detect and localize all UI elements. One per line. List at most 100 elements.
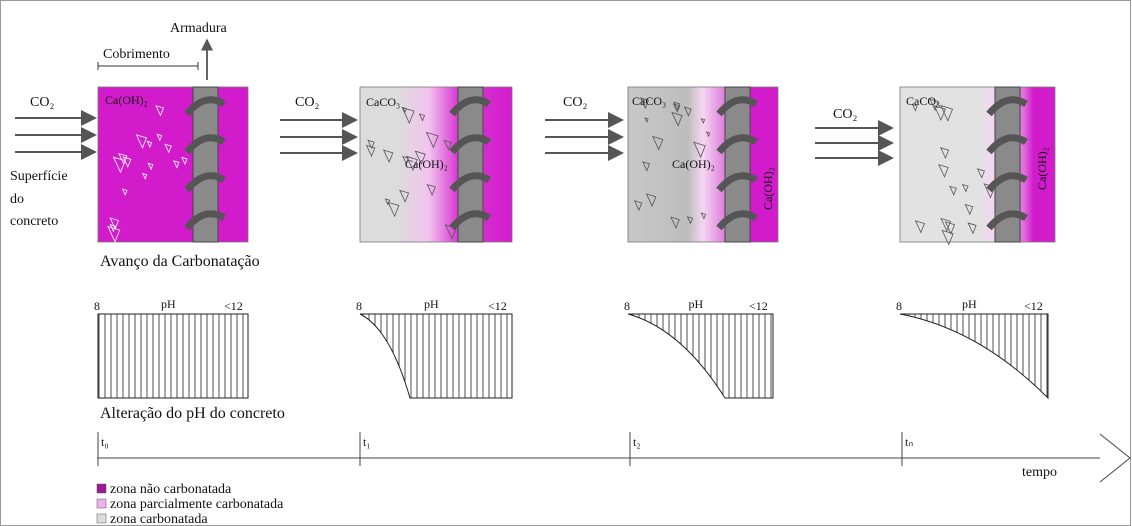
ph-title: pH: [962, 297, 977, 311]
aggregate: [367, 139, 375, 150]
aggregate: [693, 141, 706, 159]
legend-swatch: [96, 483, 107, 494]
rebar-spiral: [716, 172, 758, 193]
aggregate: [418, 113, 426, 122]
ph-min: 8: [356, 299, 362, 313]
aggregate: [914, 220, 925, 234]
compound-label: Ca(OH)₂: [672, 157, 715, 171]
aggregate: [147, 162, 154, 171]
aggregate: [933, 105, 946, 122]
aggregate: [121, 188, 128, 196]
co2-label: CO₂: [30, 95, 54, 110]
rebar-spiral: [184, 96, 226, 117]
aggregate: [670, 216, 680, 229]
ph-max: <12: [1024, 299, 1043, 313]
aggregate: [401, 106, 415, 125]
aggregate: [109, 217, 120, 230]
time-label: t₂: [633, 435, 641, 449]
aggregate: [181, 156, 188, 166]
aggregate: [414, 150, 426, 166]
legend-label: zona carbonatada: [110, 512, 208, 526]
bracket: [97, 62, 199, 70]
rebar-spiral: [986, 96, 1028, 117]
rebar-spiral: [449, 134, 491, 155]
aggregate: [382, 149, 394, 164]
ph-min: 8: [896, 299, 902, 313]
aggregate: [700, 212, 707, 220]
aggregate: [939, 147, 950, 160]
rebar-spiral: [986, 172, 1028, 193]
compound-label: Ca(OH)₂: [105, 93, 148, 107]
timeline-arrow: [1099, 433, 1131, 483]
rebar-spiral: [716, 210, 758, 231]
aggregate: [938, 164, 949, 178]
time-label: t₁: [363, 435, 371, 449]
concrete-block: [97, 86, 249, 243]
label-tempo: tempo: [1022, 465, 1057, 480]
aggregate: [683, 106, 692, 117]
ph-title: pH: [424, 297, 439, 311]
aggregate: [107, 225, 121, 243]
aggregate: [700, 117, 706, 124]
ph-max: <12: [488, 299, 507, 313]
compound-label: Ca(OH)₂: [405, 157, 448, 171]
compound-label: CaCO₃: [366, 95, 400, 109]
co2-label: CO₂: [833, 107, 857, 122]
aggregate: [941, 229, 954, 246]
time-label: tₙ: [905, 435, 913, 449]
rebar-spiral: [184, 134, 226, 155]
time-label: t₀: [101, 435, 109, 449]
aggregate: [155, 105, 164, 117]
label-armadura: Armadura: [170, 21, 228, 36]
aggregate: [443, 139, 452, 151]
aggregate: [672, 103, 681, 114]
compound-label: CaCO₃: [632, 94, 666, 108]
aggregate: [949, 185, 957, 196]
aggregate: [405, 155, 418, 172]
aggregate: [402, 155, 409, 165]
compound-label: Ca(OH)₂: [1035, 147, 1049, 190]
aggregate: [135, 134, 148, 149]
ph-max: <12: [224, 299, 243, 313]
ph-title: pH: [689, 297, 704, 311]
legend-label: zona não carbonatada: [110, 482, 232, 497]
aggregate: [651, 135, 664, 151]
aggregate: [642, 161, 651, 172]
rebar-spiral: [184, 172, 226, 193]
aggregate: [112, 156, 126, 174]
aggregate: [967, 222, 977, 235]
aggregate: [399, 189, 410, 203]
label-cobrimento: Cobrimento: [103, 47, 170, 62]
label-avanco: Avanço da Carbonatação: [100, 253, 260, 270]
ph-profile: [359, 313, 513, 399]
legend-swatch: [96, 498, 107, 509]
aggregate: [164, 143, 172, 154]
aggregate: [911, 103, 918, 112]
ph-profile: [97, 313, 249, 399]
aggregate: [964, 203, 974, 216]
rebar-spiral: [716, 134, 758, 155]
aggregate: [387, 201, 400, 218]
rebar-spiral: [449, 210, 491, 231]
aggregate: [645, 193, 657, 208]
aggregate: [961, 183, 969, 193]
aggregate: [673, 101, 681, 111]
label-superficie: Superfície: [10, 169, 68, 184]
aggregate: [940, 104, 954, 122]
label-superficie: concreto: [10, 214, 58, 229]
aggregate: [976, 168, 985, 179]
rebar-spiral: [449, 96, 491, 117]
compound-label: CaCO₃: [906, 94, 940, 108]
ph-max: <12: [749, 299, 768, 313]
ph-min: 8: [94, 299, 100, 313]
rebar-spiral: [184, 210, 226, 231]
aggregate: [156, 133, 163, 142]
rebar-spiral: [986, 210, 1028, 231]
aggregate: [118, 153, 128, 166]
co2-label: CO₂: [295, 95, 319, 110]
aggregate: [929, 98, 939, 112]
label-alteracao: Alteração do pH do concreto: [100, 405, 285, 422]
aggregate: [671, 111, 683, 127]
aggregate: [633, 200, 643, 212]
rebar-spiral: [449, 172, 491, 193]
